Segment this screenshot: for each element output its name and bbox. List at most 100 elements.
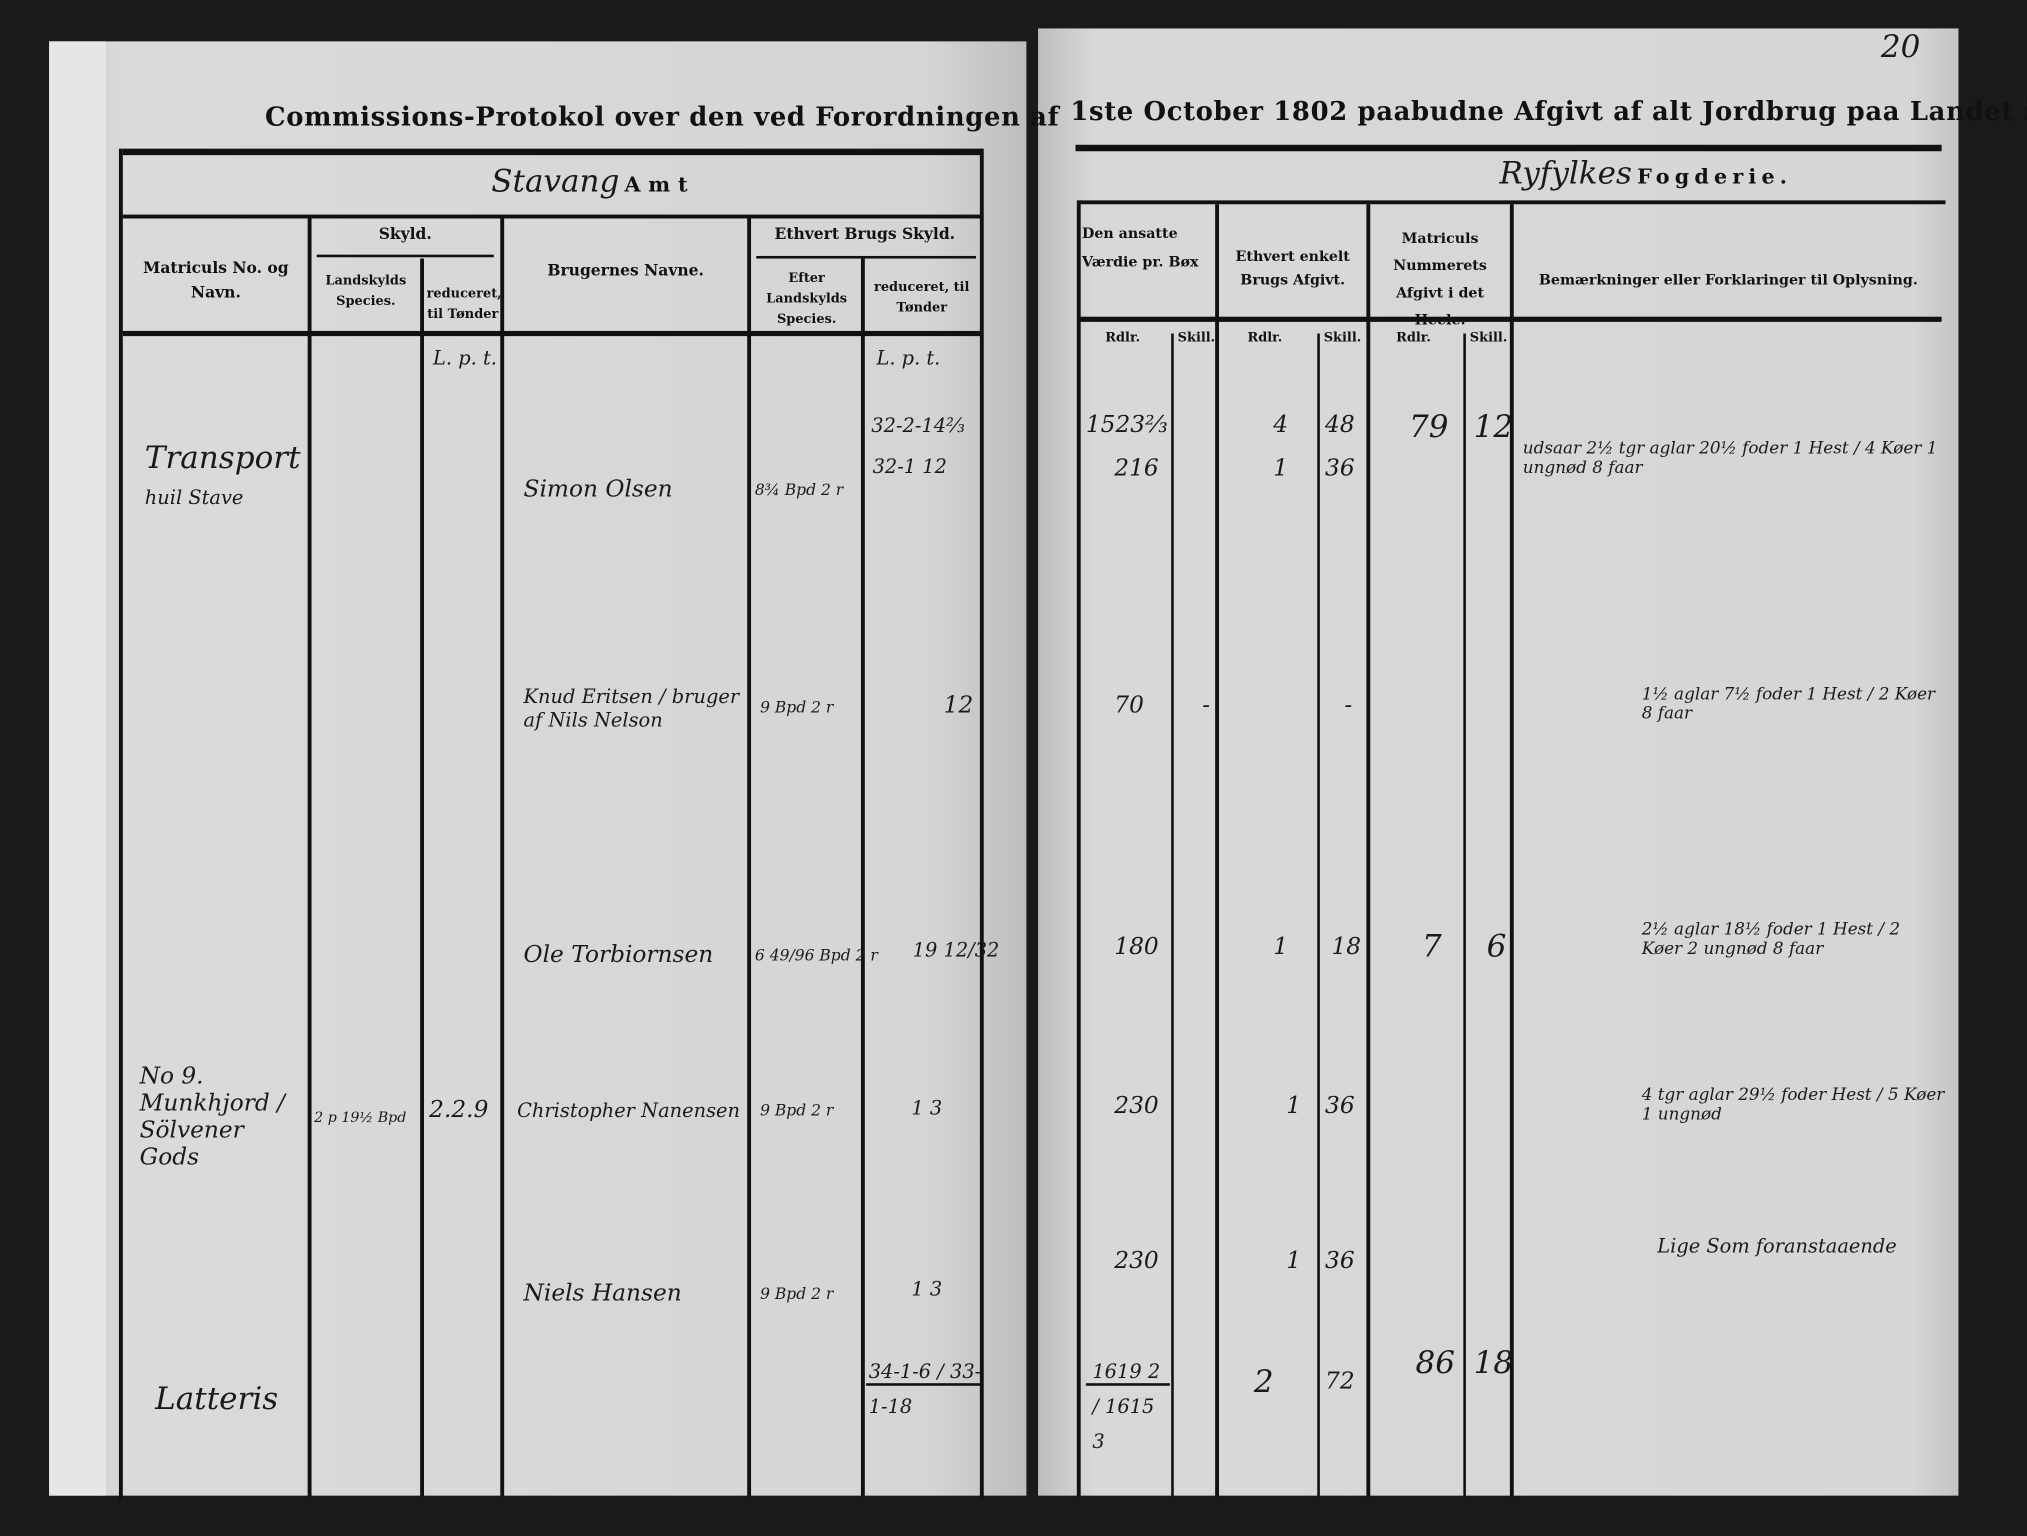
vaerdie-cell: 230 [1114,1092,1159,1120]
enkelt-skill-cell: 48 [1325,411,1355,439]
column-rule [860,258,865,1497]
user-name: Simon Olsen [523,475,673,503]
header-skyld: Skyld. [378,224,432,244]
column-rule [1463,333,1466,1497]
heele-skill-cell: 6 [1486,928,1507,965]
enkelt-skill-cell: 18 [1331,933,1362,961]
reduceret2-cell: 19 12/32 [912,938,1000,962]
user-name: Knud Eritsen / bruger af Nils Nelson [523,685,740,732]
right-page [1038,28,1959,1496]
column-rule [747,217,752,1497]
reduceret2-cell: 1 3 [911,1096,943,1120]
user-name: Niels Hansen [523,1279,682,1307]
header-landskyld: Landskylds Species. [325,274,407,309]
enkelt-rdlr-cell: 2 [1253,1363,1274,1400]
header-rdlr: Rdlr. [1247,330,1283,346]
rule [316,254,494,258]
matricul-cell: Latteris [155,1380,279,1417]
enkelt-rdlr-cell: 4 [1273,411,1289,439]
user-name: Christopher Nanensen [517,1098,741,1123]
amt-label: Stavang Amt [491,163,695,199]
enkelt-rdlr-cell: 1 [1286,1092,1302,1120]
column-rule [420,258,425,1497]
fogderie-printed: Fogderie. [1637,164,1793,189]
column-rule [1171,333,1174,1497]
efter-cell: 9 Bpd 2 r [760,698,834,717]
header-enkelt: Ethvert enkelt Brugs Afgivt. [1235,248,1350,288]
sum-rule [1085,1383,1170,1386]
fogderie-handwritten: Ryfylkes [1499,155,1632,192]
reduceret2-cell: 32-1 12 [872,455,947,479]
vaerdie-cell: 70 [1114,691,1144,719]
sum-rule [866,1383,983,1386]
heele-rdlr-cell: 86 [1415,1344,1455,1381]
header-skill: Skill. [1177,330,1216,346]
vaerdie-cell: 1619 2 / 1615 3 [1092,1359,1161,1453]
reduceret2-cell: 32-2-14⅔ [871,413,965,437]
unit-header: L. p. t. [876,346,941,370]
landskyld-cell: 2 p 19½ Bpd [314,1109,407,1126]
column-rule [1509,204,1514,1497]
header-bemaerkninger: Bemærkninger eller Forklaringer til Oply… [1538,271,1918,289]
enkelt-rdlr-cell: 1 [1273,933,1289,961]
unit-header: L. p. t. [433,346,497,370]
rule [756,255,976,259]
rule [1079,200,1946,205]
efter-cell: 9 Bpd 2 r [760,1284,834,1304]
enkelt-skill-cell: 72 [1325,1367,1355,1395]
header-skill: Skill. [1323,330,1362,346]
remark-cell: 2½ aglar 18½ foder 1 Hest / 2 Køer 2 ung… [1641,920,1901,960]
header-ethvert-skyld: Ethvert Brugs Skyld. [774,224,956,244]
reduceret2-cell: 1 3 [911,1277,943,1301]
enkelt-rdlr-cell: - [1202,691,1211,719]
remark-cell: 4 tgr aglar 29½ foder Hest / 5 Køer 1 un… [1641,1085,1945,1125]
vaerdie-cell: 216 [1114,455,1159,483]
enkelt-skill-cell: 36 [1325,455,1355,483]
page-number: 20 [1880,28,1921,65]
user-name: Ole Torbiornsen [523,941,714,969]
enkelt-skill-cell: - [1344,691,1353,719]
enkelt-rdlr-cell: 1 [1273,455,1289,483]
heele-skill-cell: 12 [1473,408,1514,445]
efter-cell: 8¾ Bpd 2 r [754,480,844,499]
header-skill: Skill. [1469,330,1508,346]
header-reduceret-2: reduceret, til Tønder [874,280,970,316]
rule [1075,144,1942,152]
column-rule [1317,333,1320,1497]
vaerdie-cell: 230 [1114,1247,1159,1275]
enkelt-skill-cell: 36 [1325,1247,1355,1275]
column-rule [118,148,123,1500]
header-rdlr: Rdlr. [1396,330,1431,346]
remark-cell: 1½ aglar 7½ foder 1 Hest / 2 Køer 8 faar [1641,685,1936,724]
title-right: 1ste October 1802 paabudne Afgivt af alt… [1070,95,2027,127]
vaerdie-cell: 180 [1114,933,1159,961]
matricul-cell: No 9. Munkhjord / Sölvener Gods [139,1062,285,1172]
column-rule [307,217,312,1497]
rule [122,148,983,156]
efter-cell: 9 Bpd 2 r [760,1101,834,1120]
header-matricul: Matriculs No. og Navn. [143,258,289,302]
header-reduceret: reduceret, til Tønder [426,286,502,322]
header-efter-landskyld: Efter Landskylds Species. [766,271,848,328]
heele-skill-cell: 18 [1473,1344,1514,1381]
reduceret2-cell: 12 [943,691,974,719]
efter-cell: 6 49/96 Bpd 2 r [754,946,878,965]
remark-cell: Lige Som foranstaaende [1657,1234,1897,1258]
title-left: Commissions-Protokol over den ved Forord… [265,100,1060,132]
column-rule [1215,204,1220,1497]
remark-cell: udsaar 2½ tgr aglar 20½ foder 1 Hest / 4… [1522,439,1938,479]
enkelt-rdlr-cell: 1 [1286,1247,1302,1275]
fogderie-label: Ryfylkes Fogderie. [1500,155,1793,191]
header-brugernes: Brugernes Navne. [547,261,704,280]
enkelt-skill-cell: 36 [1325,1092,1355,1120]
amt-handwritten: Stavang [491,162,620,200]
column-rule [979,148,984,1500]
column-rule [500,217,505,1497]
vaerdie-cell: 1523⅔ [1085,411,1168,439]
heele-rdlr-cell: 7 [1421,928,1442,965]
matricul-cell: huil Stave [144,486,244,510]
matricul-cell: Transport [144,439,301,476]
column-rule [1366,204,1371,1497]
rule [122,214,983,219]
